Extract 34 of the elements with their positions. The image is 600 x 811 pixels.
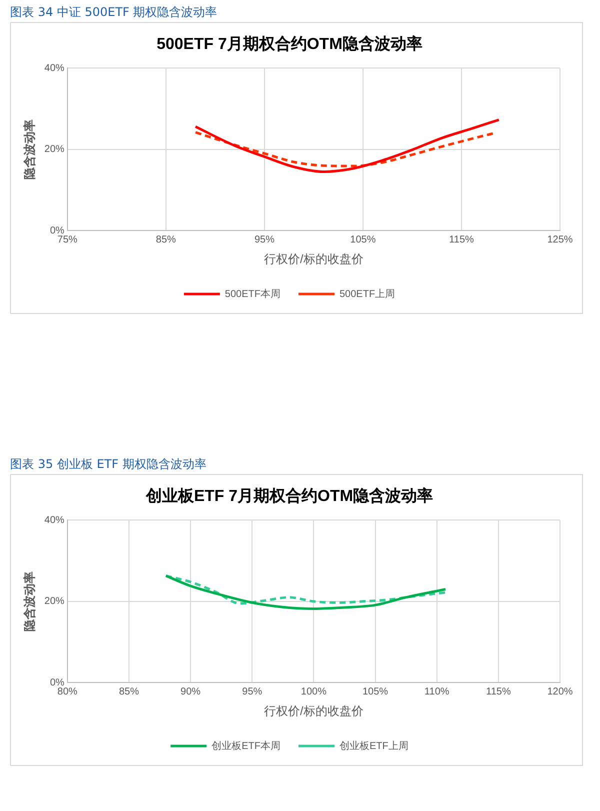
y-tick-label: 20%	[44, 596, 65, 608]
y-axis-title: 隐含波动率	[22, 571, 37, 632]
x-tick-label: 95%	[254, 234, 275, 246]
y-axis-title: 隐含波动率	[22, 119, 37, 180]
line-series	[194, 118, 500, 173]
x-tick-label: 110%	[424, 686, 450, 698]
legend-label: 创业板ETF本周	[212, 740, 281, 752]
x-tick-label: 80%	[57, 686, 78, 698]
x-axis-title: 行权价/标的收盘价	[264, 704, 364, 718]
y-tick-label: 20%	[44, 144, 65, 156]
chart-subtitle: 图表 34 中证 500ETF 期权隐含波动率	[10, 4, 218, 20]
legend-label: 500ETF本周	[224, 288, 281, 300]
x-tick-label: 85%	[156, 234, 176, 246]
x-tick-label: 105%	[362, 686, 388, 698]
x-tick-label: 115%	[486, 686, 511, 698]
x-axis-title: 行权价/标的收盘价	[264, 252, 364, 266]
x-tick-label: 75%	[57, 234, 78, 246]
legend-label: 500ETF上周	[340, 288, 396, 300]
legend-label: 创业板ETF上周	[340, 740, 408, 752]
chart-title: 创业板ETF 7月期权合约OTM隐含波动率	[144, 486, 434, 506]
y-tick-label: 0%	[50, 677, 65, 688]
y-tick-label: 0%	[50, 225, 65, 236]
y-tick-label: 40%	[44, 514, 65, 526]
x-tick-label: 105%	[350, 234, 376, 246]
chart-title: 500ETF 7月期权合约OTM隐含波动率	[156, 34, 422, 54]
x-tick-label: 85%	[118, 686, 140, 698]
x-tick-label: 95%	[242, 686, 262, 698]
x-tick-label: 125%	[547, 234, 573, 246]
y-tick-label: 40%	[44, 62, 65, 74]
x-tick-label: 100%	[300, 686, 327, 698]
x-tick-label: 90%	[180, 686, 201, 698]
chart-subtitle: 图表 35 创业板 ETF 期权隐含波动率	[10, 456, 208, 472]
x-tick-label: 115%	[449, 234, 474, 246]
x-tick-label: 120%	[547, 686, 573, 698]
